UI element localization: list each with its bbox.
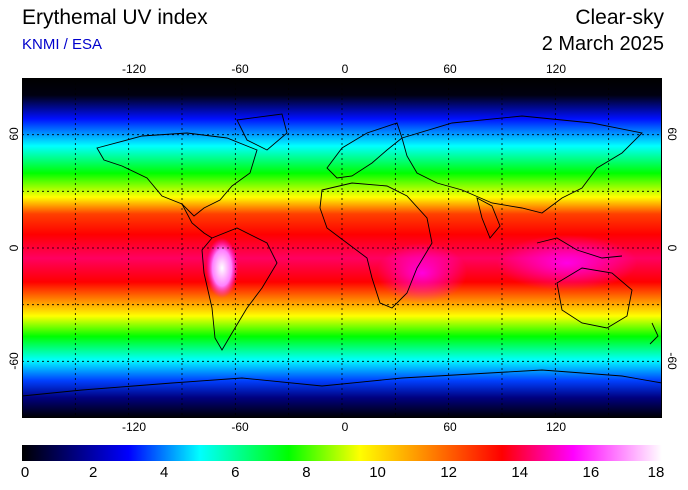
lon-tick-bottom: 60 bbox=[443, 420, 457, 434]
lon-tick-bottom: 0 bbox=[341, 420, 349, 434]
lon-tick-bottom: -120 bbox=[121, 420, 147, 434]
colorbar-gradient bbox=[22, 445, 662, 461]
colorbar-tick-label: 12 bbox=[440, 464, 457, 481]
indonesia-uv-hotspot bbox=[497, 235, 637, 291]
map-title: Erythemal UV index bbox=[22, 6, 208, 29]
greenland-coast bbox=[236, 113, 288, 151]
graticule bbox=[22, 78, 662, 418]
colorbar-tick-label: 0 bbox=[20, 464, 30, 481]
coastlines bbox=[22, 113, 662, 397]
europe-coast bbox=[326, 122, 403, 179]
uv-colorbar bbox=[22, 445, 662, 461]
colorbar-tick-label: 10 bbox=[369, 464, 386, 481]
colorbar-tick-label: 8 bbox=[302, 464, 311, 481]
colorbar-tick-label: 16 bbox=[582, 464, 600, 481]
new-zealand-coast bbox=[649, 322, 659, 345]
indonesia-coast bbox=[536, 237, 623, 259]
lon-tick-top: -60 bbox=[231, 62, 249, 76]
lat-tick-left: 0 bbox=[7, 244, 21, 252]
north-america-coast bbox=[96, 132, 258, 217]
map-border bbox=[22, 78, 662, 418]
lat-tick-left: 60 bbox=[7, 127, 21, 141]
lon-tick-bottom: 120 bbox=[545, 420, 567, 434]
colorbar-tick-label: 4 bbox=[160, 464, 169, 481]
uv-index-map bbox=[22, 78, 662, 418]
andes-uv-hotspot bbox=[206, 238, 238, 298]
lon-tick-top: 120 bbox=[545, 62, 567, 76]
lat-tick-right: 0 bbox=[665, 244, 679, 252]
australia-coast bbox=[556, 267, 633, 329]
india-coast bbox=[476, 197, 501, 239]
lon-tick-top: -120 bbox=[121, 62, 147, 76]
colorbar-tick-label: 14 bbox=[511, 464, 529, 481]
date-label: 2 March 2025 bbox=[541, 33, 664, 55]
lon-tick-top: 60 bbox=[443, 62, 457, 76]
south-america-coast bbox=[201, 227, 278, 351]
africa-uv-hotspot bbox=[377, 243, 467, 303]
asia-coast bbox=[401, 115, 643, 214]
colorbar-tick-label: 18 bbox=[647, 464, 665, 481]
colorbar-tick-label: 2 bbox=[88, 464, 98, 481]
lon-tick-top: 0 bbox=[341, 62, 349, 76]
lat-tick-right: -60 bbox=[665, 352, 679, 370]
sky-condition-label: Clear-sky bbox=[575, 6, 664, 29]
antarctica-coast bbox=[22, 369, 662, 397]
colorbar-tick-label: 6 bbox=[231, 464, 240, 481]
lat-tick-right: 60 bbox=[665, 127, 679, 141]
lat-tick-left: -60 bbox=[7, 352, 21, 370]
lon-tick-bottom: -60 bbox=[231, 420, 249, 434]
central-america-coast bbox=[181, 203, 213, 239]
data-source-label: KNMI / ESA bbox=[22, 36, 103, 53]
